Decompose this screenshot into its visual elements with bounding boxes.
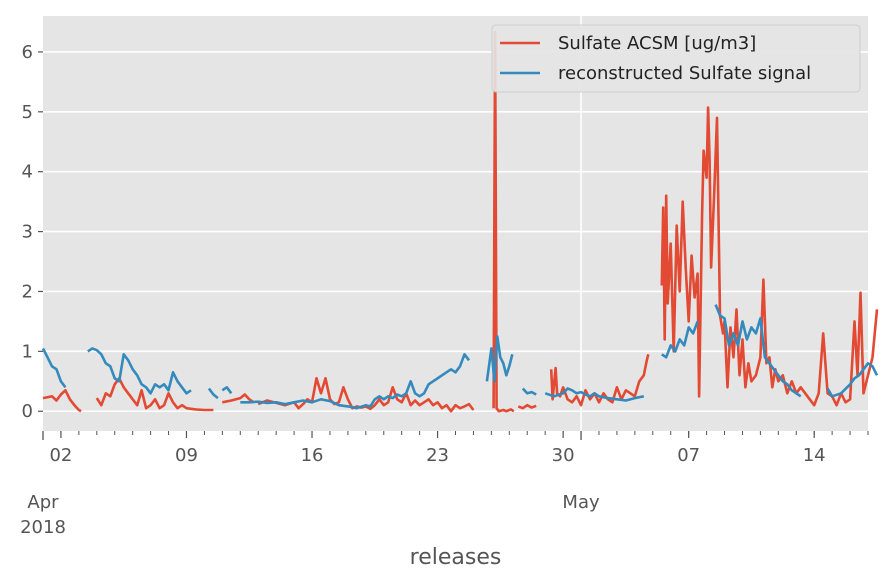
legend-box bbox=[491, 24, 861, 93]
legend: Sulfate ACSM [ug/m3] reconstructed Sulfat… bbox=[491, 24, 861, 93]
x-tick-label: 09 bbox=[175, 445, 198, 466]
y-tick-label: 1 bbox=[22, 341, 33, 362]
series-line-segment bbox=[222, 393, 255, 404]
legend-label: Sulfate ACSM [ug/m3] bbox=[558, 33, 756, 54]
x-tick-label: 14 bbox=[803, 445, 826, 466]
series-lines bbox=[41, 30, 879, 413]
y-tick-label: 6 bbox=[22, 42, 33, 63]
series-line-segment bbox=[492, 30, 515, 413]
series-line-segment bbox=[42, 388, 82, 413]
series-line-segment bbox=[521, 387, 537, 396]
series-line-segment bbox=[221, 385, 233, 395]
x-tick-label: 30 bbox=[552, 445, 575, 466]
x-axis-label: releases bbox=[410, 545, 502, 570]
series-line-segment bbox=[661, 320, 699, 359]
series-line-segment bbox=[87, 347, 192, 395]
series-line-segment bbox=[714, 304, 802, 398]
series-line-segment bbox=[826, 361, 879, 398]
y-tick-label: 0 bbox=[22, 401, 33, 422]
series-line-segment bbox=[485, 335, 514, 383]
x-month-label: Apr bbox=[27, 492, 59, 513]
series-line-segment bbox=[240, 352, 471, 410]
series-0 bbox=[42, 30, 879, 413]
series-1 bbox=[41, 304, 879, 410]
legend-label: reconstructed Sulfate signal bbox=[558, 63, 811, 84]
series-line-segment bbox=[41, 347, 67, 389]
x-tick-label: 07 bbox=[677, 445, 700, 466]
x-tick-label: 16 bbox=[301, 445, 324, 466]
y-tick-label: 2 bbox=[22, 281, 33, 302]
series-line-segment bbox=[257, 376, 475, 413]
x-year-label: 2018 bbox=[20, 517, 66, 538]
y-tick-label: 4 bbox=[22, 162, 33, 183]
series-line-segment bbox=[544, 387, 645, 402]
series-line-segment bbox=[95, 376, 214, 412]
y-tick-label: 5 bbox=[22, 102, 33, 123]
series-line-segment bbox=[207, 387, 219, 400]
x-tick-label: 23 bbox=[426, 445, 449, 466]
series-line-segment bbox=[517, 403, 537, 410]
y-tick-label: 3 bbox=[22, 222, 33, 243]
x-tick-label: 02 bbox=[49, 445, 72, 466]
x-month-label: May bbox=[562, 492, 600, 513]
